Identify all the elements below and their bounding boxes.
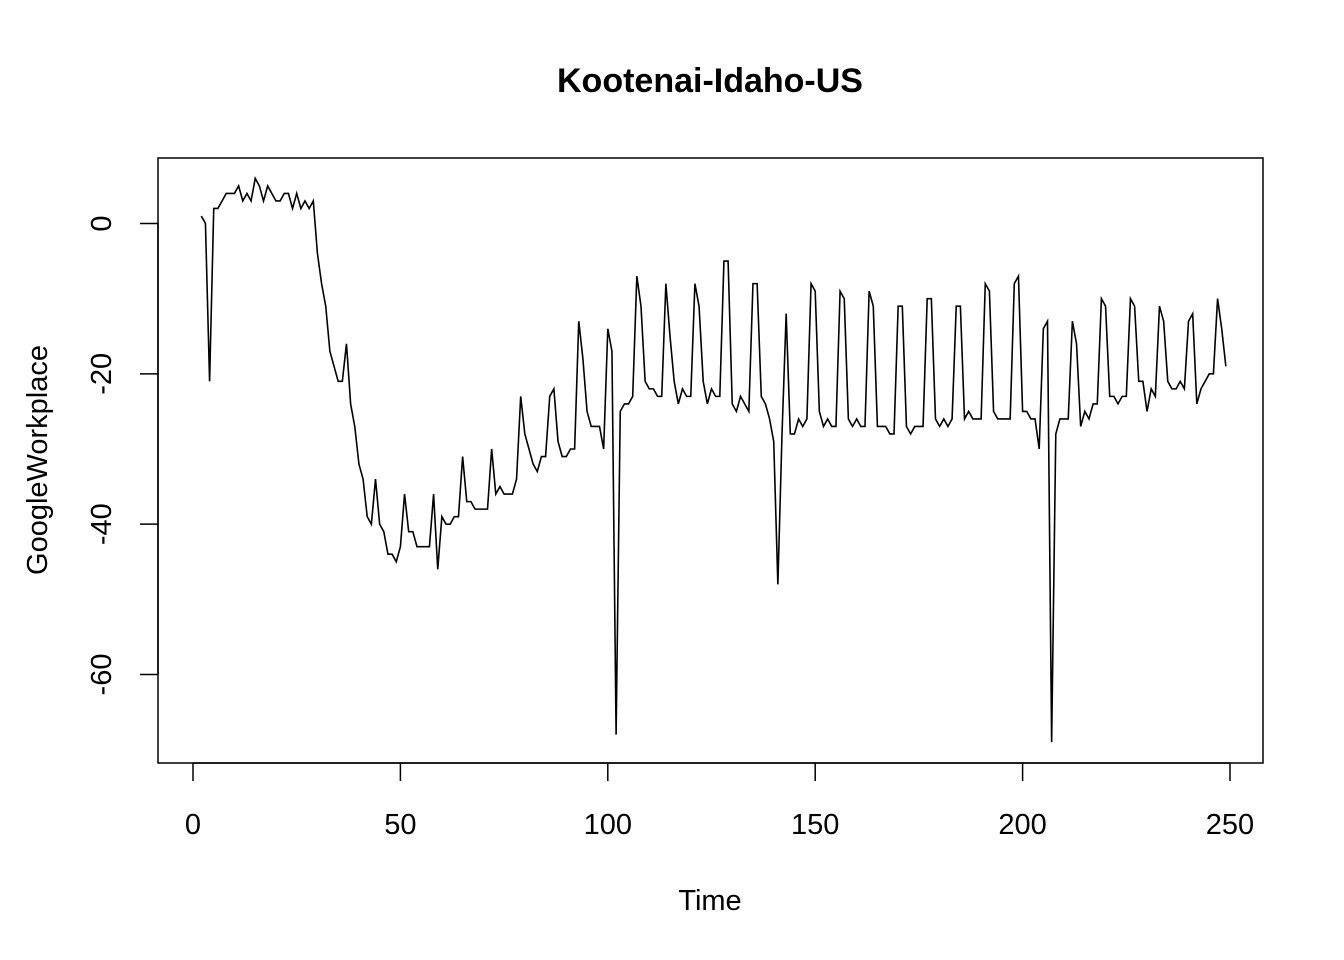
- x-tick-label: 50: [384, 809, 416, 841]
- y-axis-label: GoogleWorkplace: [22, 345, 54, 575]
- x-axis: 0 50 100 150 200 250: [185, 762, 1254, 841]
- series-line: [200, 176, 1227, 743]
- y-tick-label: -60: [86, 654, 118, 696]
- y-axis: 0 -20 -40 -60: [86, 215, 159, 696]
- y-tick-label: 0: [86, 215, 118, 231]
- plot-frame: [157, 157, 1264, 764]
- x-tick-label: 200: [998, 809, 1046, 841]
- x-tick-label: 250: [1206, 809, 1254, 841]
- chart-title: Kootenai-Idaho-US: [557, 62, 863, 100]
- x-tick-label: 0: [185, 809, 201, 841]
- series-layer: [200, 176, 1227, 743]
- y-tick-label: -20: [86, 353, 118, 395]
- x-axis-label: Time: [678, 885, 741, 917]
- y-tick-label: -40: [86, 503, 118, 545]
- x-tick-label: 100: [584, 809, 632, 841]
- x-tick-label: 150: [791, 809, 839, 841]
